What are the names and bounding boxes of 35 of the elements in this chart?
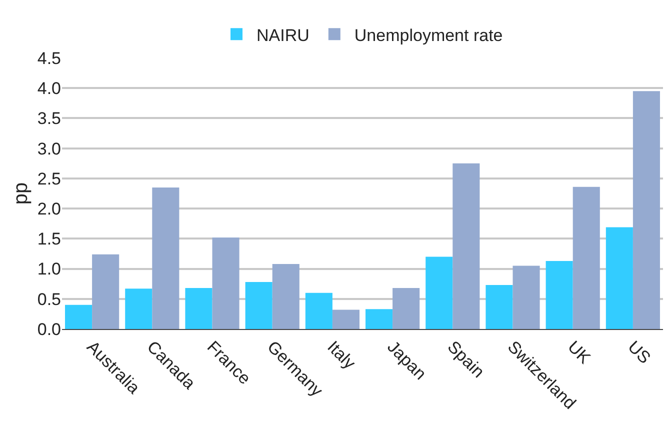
y-tick-label: 3.0 <box>37 139 61 158</box>
bar <box>512 266 540 329</box>
bar <box>426 256 453 329</box>
bar <box>92 254 120 329</box>
y-tick-label: 2.0 <box>37 200 61 219</box>
bar <box>606 227 633 329</box>
bar <box>152 187 180 329</box>
y-tick-label: 0.5 <box>37 290 61 309</box>
bar <box>546 260 573 329</box>
y-tick-label: 1.0 <box>37 260 61 279</box>
bar <box>632 91 660 329</box>
bar <box>125 288 152 329</box>
bar <box>392 288 420 329</box>
bar <box>486 285 513 329</box>
bar <box>572 186 600 329</box>
y-tick-label: 0.0 <box>37 320 61 339</box>
bar <box>332 310 360 329</box>
bar <box>185 288 212 329</box>
bar <box>452 163 480 329</box>
bar <box>212 237 240 329</box>
x-tick-label: US <box>624 337 654 368</box>
y-tick-label: 4.0 <box>37 79 61 98</box>
bar <box>65 304 92 329</box>
legend-label: NAIRU <box>256 26 310 45</box>
x-tick-label: Italy <box>324 337 360 374</box>
y-tick-label: 2.5 <box>37 169 61 188</box>
y-tick-label: 4.5 <box>37 48 61 68</box>
bar <box>366 309 393 329</box>
bar <box>272 264 300 329</box>
y-tick-label: 3.5 <box>37 109 61 128</box>
bar <box>245 282 272 329</box>
bar <box>305 292 332 329</box>
legend-label: Unemployment rate <box>354 26 503 45</box>
y-tick-label: 1.5 <box>37 230 61 249</box>
y-axis-title: pp <box>10 182 32 205</box>
